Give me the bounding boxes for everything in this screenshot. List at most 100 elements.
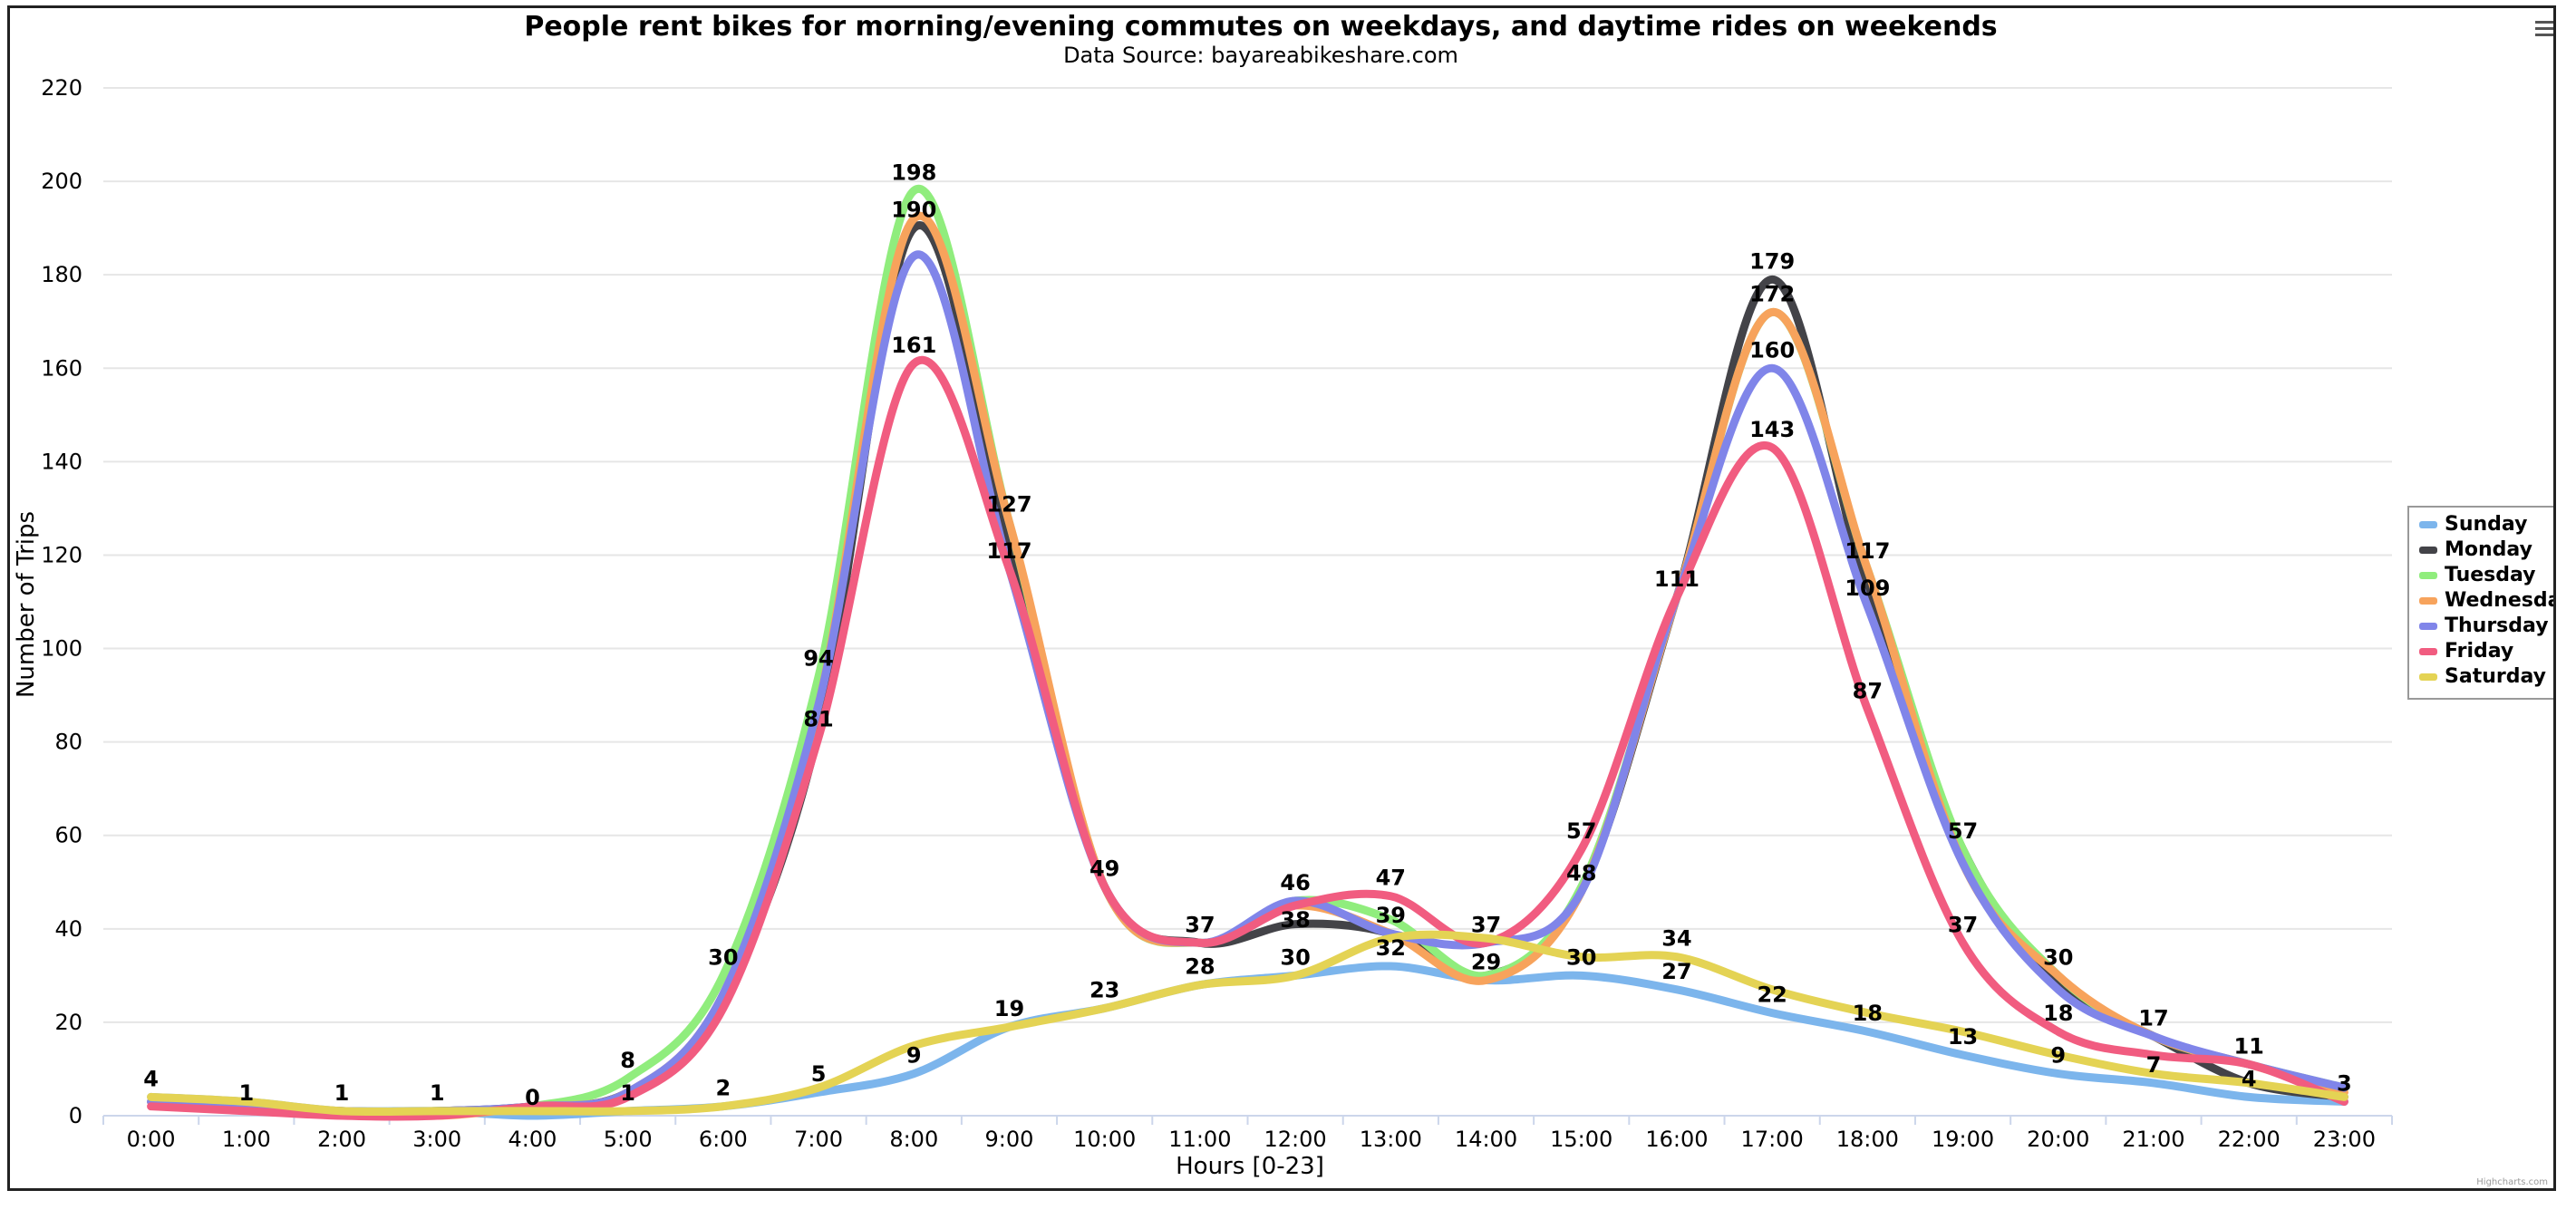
data-label: 1 <box>238 1080 254 1106</box>
data-label: 143 <box>1749 417 1795 442</box>
y-tick-label: 60 <box>54 823 82 848</box>
data-label: 9 <box>906 1043 922 1069</box>
x-tick-label: 18:00 <box>1836 1127 1899 1152</box>
data-label: 57 <box>1566 818 1596 844</box>
data-label: 179 <box>1749 248 1795 274</box>
x-tick-label: 10:00 <box>1073 1127 1136 1152</box>
y-tick-label: 80 <box>54 730 82 755</box>
hamburger-menu-icon[interactable] <box>2535 21 2555 36</box>
data-label: 13 <box>1948 1024 1978 1050</box>
data-label: 18 <box>2043 1001 2073 1026</box>
data-label: 27 <box>1661 959 1691 984</box>
x-tick-label: 17:00 <box>1741 1127 1804 1152</box>
x-tick-label: 14:00 <box>1455 1127 1517 1152</box>
data-label: 161 <box>891 333 936 358</box>
legend-swatch <box>2419 521 2437 528</box>
y-tick-label: 40 <box>54 916 82 942</box>
data-label: 37 <box>1948 912 1978 937</box>
y-tick-label: 0 <box>69 1103 82 1128</box>
legend-swatch <box>2419 547 2437 554</box>
data-label: 4 <box>2242 1066 2257 1091</box>
x-tick-label: 4:00 <box>508 1127 557 1152</box>
legend-item-friday[interactable]: Friday <box>2445 640 2513 663</box>
x-tick-label: 6:00 <box>699 1127 748 1152</box>
x-tick-label: 16:00 <box>1645 1127 1708 1152</box>
x-tick-label: 0:00 <box>127 1127 176 1152</box>
chart-subtitle: Data Source: bayareabikeshare.com <box>1063 43 1458 68</box>
x-tick-label: 19:00 <box>1932 1127 1994 1152</box>
legend-swatch <box>2419 597 2437 605</box>
gridlines <box>103 87 2392 1117</box>
data-label: 1 <box>334 1080 350 1106</box>
legend-item-saturday[interactable]: Saturday <box>2445 665 2546 688</box>
data-label: 19 <box>994 996 1024 1021</box>
data-label: 1 <box>430 1080 445 1106</box>
chart-container: People rent bikes for morning/evening co… <box>7 5 2573 1191</box>
legend-item-wednesday[interactable]: Wednesday <box>2445 589 2573 612</box>
y-tick-label: 220 <box>41 75 82 101</box>
data-label: 190 <box>891 198 936 223</box>
data-label: 1 <box>620 1080 635 1106</box>
data-label: 38 <box>1280 907 1310 933</box>
data-label: 30 <box>708 944 738 970</box>
y-axis-ticks: 0 20 40 60 80 100 120 140 160 180 200 220 <box>41 75 82 1128</box>
data-label: 37 <box>1471 912 1501 937</box>
data-label: 87 <box>1853 679 1883 704</box>
data-label: 22 <box>1757 982 1787 1008</box>
chart-title: People rent bikes for morning/evening co… <box>524 11 1997 43</box>
series-line-friday[interactable] <box>147 356 2348 1121</box>
data-label: 39 <box>1376 903 1406 928</box>
data-label: 30 <box>1280 944 1310 970</box>
series-line-saturday[interactable] <box>147 930 2348 1117</box>
legend-swatch <box>2419 623 2437 630</box>
data-label: 32 <box>1376 935 1406 961</box>
data-label: 37 <box>1185 912 1215 937</box>
data-label: 198 <box>891 160 936 185</box>
data-label: 5 <box>811 1061 827 1087</box>
data-label: 57 <box>1948 818 1978 844</box>
legend-swatch <box>2419 648 2437 655</box>
x-tick-label: 13:00 <box>1360 1127 1422 1152</box>
data-label: 3 <box>2337 1071 2352 1097</box>
data-label: 23 <box>1089 977 1119 1002</box>
legend-item-thursday[interactable]: Thursday <box>2445 614 2549 637</box>
x-tick-label: 11:00 <box>1168 1127 1231 1152</box>
data-label: 8 <box>620 1048 635 1073</box>
legend-item-monday[interactable]: Monday <box>2445 538 2532 561</box>
y-tick-label: 120 <box>41 542 82 567</box>
y-tick-label: 100 <box>41 636 82 662</box>
data-label: 117 <box>1845 538 1890 564</box>
data-label: 7 <box>2146 1052 2162 1078</box>
x-axis-label: Hours [0-23] <box>1176 1153 1324 1180</box>
data-labels: 41 1 1 081302948151981901619127117194923372… <box>143 160 2351 1110</box>
credits[interactable]: Highcharts.com <box>2476 1177 2548 1187</box>
data-label: 111 <box>1654 566 1700 592</box>
legend-item-tuesday[interactable]: Tuesday <box>2445 564 2536 586</box>
y-tick-label: 160 <box>41 355 82 381</box>
x-tick-label: 1:00 <box>222 1127 271 1152</box>
x-tick-label: 15:00 <box>1550 1127 1612 1152</box>
y-tick-label: 20 <box>54 1010 82 1035</box>
data-label: 117 <box>986 538 1031 564</box>
data-label: 28 <box>1185 954 1215 980</box>
data-label: 11 <box>2233 1033 2263 1059</box>
data-label: 109 <box>1845 576 1890 601</box>
data-label: 47 <box>1376 866 1406 891</box>
series-line-tuesday[interactable] <box>147 184 2348 1116</box>
data-label: 9 <box>2050 1043 2066 1069</box>
x-tick-label: 23:00 <box>2313 1127 2376 1152</box>
y-tick-label: 200 <box>41 169 82 194</box>
legend-item-sunday[interactable]: Sunday <box>2445 513 2527 536</box>
data-label: 48 <box>1566 861 1596 886</box>
y-tick-label: 140 <box>41 449 82 474</box>
data-label: 127 <box>986 491 1031 517</box>
data-label: 0 <box>525 1085 540 1110</box>
data-label: 2 <box>716 1076 731 1101</box>
data-label: 29 <box>1471 950 1501 975</box>
x-tick-label: 3:00 <box>412 1127 461 1152</box>
legend-swatch <box>2419 673 2437 681</box>
y-tick-label: 180 <box>41 262 82 287</box>
x-axis: 0:00 1:00 2:00 3:00 4:00 5:00 6:00 7:00 8:00 9:00… <box>102 1115 2393 1152</box>
x-tick-label: 9:00 <box>985 1127 1034 1152</box>
